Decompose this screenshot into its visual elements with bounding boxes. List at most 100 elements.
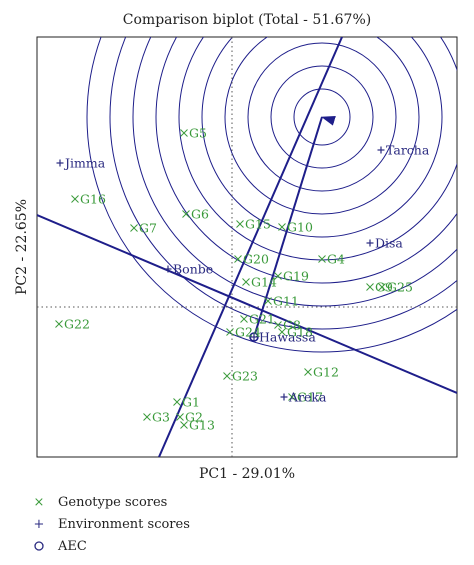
x-marker-b xyxy=(236,220,244,228)
point-label: Tarcha xyxy=(386,143,430,158)
point-label: G21 xyxy=(249,312,275,327)
genotype-point-g16: G16 xyxy=(71,192,106,207)
point-label: G2 xyxy=(185,410,203,425)
point-label: G8 xyxy=(283,318,301,333)
genotype-point-g3: G3 xyxy=(143,410,170,425)
genotype-point-g12: G12 xyxy=(304,365,339,380)
genotype-point-g25: G25 xyxy=(378,280,413,295)
x-marker-b xyxy=(223,372,231,380)
legend-entry-3: AEC xyxy=(34,539,87,554)
x-marker-b xyxy=(226,328,234,336)
x-axis-label: PC1 - 29.01% xyxy=(199,466,295,482)
concentric-circle-7 xyxy=(155,37,457,284)
genotype-point-g6: G6 xyxy=(182,207,209,222)
x-marker-b xyxy=(242,278,250,286)
genotype-point-g4: G4 xyxy=(318,252,345,267)
genotype-point-g10: G10 xyxy=(278,220,313,235)
environment-point-jimma: Jimma xyxy=(56,156,106,171)
aec-circles xyxy=(86,37,457,353)
genotype-point-g15: G15 xyxy=(236,217,271,232)
legend-label: Environment scores xyxy=(58,517,190,532)
concentric-circle-8 xyxy=(132,37,457,307)
aec-ordinate-line xyxy=(37,214,457,394)
x-marker-b xyxy=(240,315,248,323)
point-label: Jimma xyxy=(63,156,106,171)
environment-point-hawassa: Hawassa xyxy=(250,330,316,345)
legend: × Genotype scores + Environment scores AEC xyxy=(34,495,190,554)
point-label: G6 xyxy=(191,207,209,222)
concentric-circle-4 xyxy=(224,37,420,215)
genotype-point-g2: G2 xyxy=(176,410,203,425)
y-axis-label: PC2 - 22.65% xyxy=(14,199,30,295)
x-marker-b xyxy=(278,223,286,231)
genotype-point-g17: G17 xyxy=(288,390,323,405)
concentric-circle-5 xyxy=(201,37,443,238)
legend-symbol: + xyxy=(34,517,45,532)
x-marker-b xyxy=(143,413,151,421)
environment-point-bonbe: Bonbe xyxy=(164,262,213,277)
x-marker-b xyxy=(180,129,188,137)
point-label: G3 xyxy=(152,410,170,425)
point-label: G1 xyxy=(182,395,200,410)
aec-arrow xyxy=(253,116,336,338)
genotype-point-g20: G20 xyxy=(234,252,269,267)
concentric-circle-2 xyxy=(270,65,374,169)
genotype-point-g5: G5 xyxy=(180,126,207,141)
point-label: G19 xyxy=(283,269,309,284)
x-marker-b xyxy=(130,224,138,232)
x-marker-b xyxy=(274,272,282,280)
legend-symbol xyxy=(34,541,44,551)
point-label: G22 xyxy=(64,317,90,332)
point-label: G18 xyxy=(287,325,313,340)
point-label: G13 xyxy=(189,418,215,433)
genotype-point-g14: G14 xyxy=(242,275,277,290)
point-label: G4 xyxy=(327,252,345,267)
x-marker-b xyxy=(173,398,181,406)
x-marker-b xyxy=(182,210,190,218)
point-label: G14 xyxy=(251,275,277,290)
point-label: G11 xyxy=(273,294,299,309)
legend-label: AEC xyxy=(57,539,87,554)
x-marker-b xyxy=(304,368,312,376)
genotype-point-g8: G8 xyxy=(274,318,301,333)
point-label: Hawassa xyxy=(259,330,316,345)
x-marker-b xyxy=(318,255,326,263)
genotype-point-g1: G1 xyxy=(173,395,200,410)
concentric-circle-6 xyxy=(178,37,457,261)
x-marker-b xyxy=(234,255,242,263)
point-label: G15 xyxy=(245,217,271,232)
legend-entry-1: × Genotype scores xyxy=(34,495,168,510)
genotype-point-g23: G23 xyxy=(223,369,258,384)
x-marker-b xyxy=(278,328,286,336)
concentric-circle-10 xyxy=(86,37,457,353)
concentric-circle-1 xyxy=(293,88,351,146)
point-label: G5 xyxy=(189,126,207,141)
point-label: G16 xyxy=(80,192,106,207)
chart-title: Comparison biplot (Total - 51.67%) xyxy=(123,12,371,28)
point-label: G20 xyxy=(243,252,269,267)
genotype-point-g11: G11 xyxy=(264,294,299,309)
genotype-point-g9: G9 xyxy=(366,280,393,295)
environment-point-disa: Disa xyxy=(366,236,403,251)
point-label: G10 xyxy=(287,220,313,235)
point-label: G7 xyxy=(139,221,157,236)
point-label: G12 xyxy=(313,365,339,380)
x-marker-b xyxy=(378,283,386,291)
aec-abscissa-line xyxy=(158,37,343,457)
genotype-point-g13: G13 xyxy=(180,418,215,433)
legend-entry-2: + Environment scores xyxy=(34,517,190,532)
genotype-point-g19: G19 xyxy=(274,269,309,284)
legend-label: Genotype scores xyxy=(58,495,167,510)
x-marker-b xyxy=(180,421,188,429)
x-marker-b xyxy=(288,393,296,401)
genotype-point-g7: G7 xyxy=(130,221,157,236)
x-marker-b xyxy=(176,413,184,421)
point-label: G17 xyxy=(297,390,323,405)
point-label: Areka xyxy=(288,390,327,405)
x-marker-b xyxy=(274,321,282,329)
genotype-point-g21: G21 xyxy=(240,312,275,327)
x-marker-b xyxy=(55,320,63,328)
genotype-point-g18: G18 xyxy=(278,325,313,340)
